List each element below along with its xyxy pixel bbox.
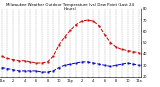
Text: Milwaukee Weather Outdoor Temperature (vs) Dew Point (Last 24 Hours): Milwaukee Weather Outdoor Temperature (v… [6,3,134,11]
